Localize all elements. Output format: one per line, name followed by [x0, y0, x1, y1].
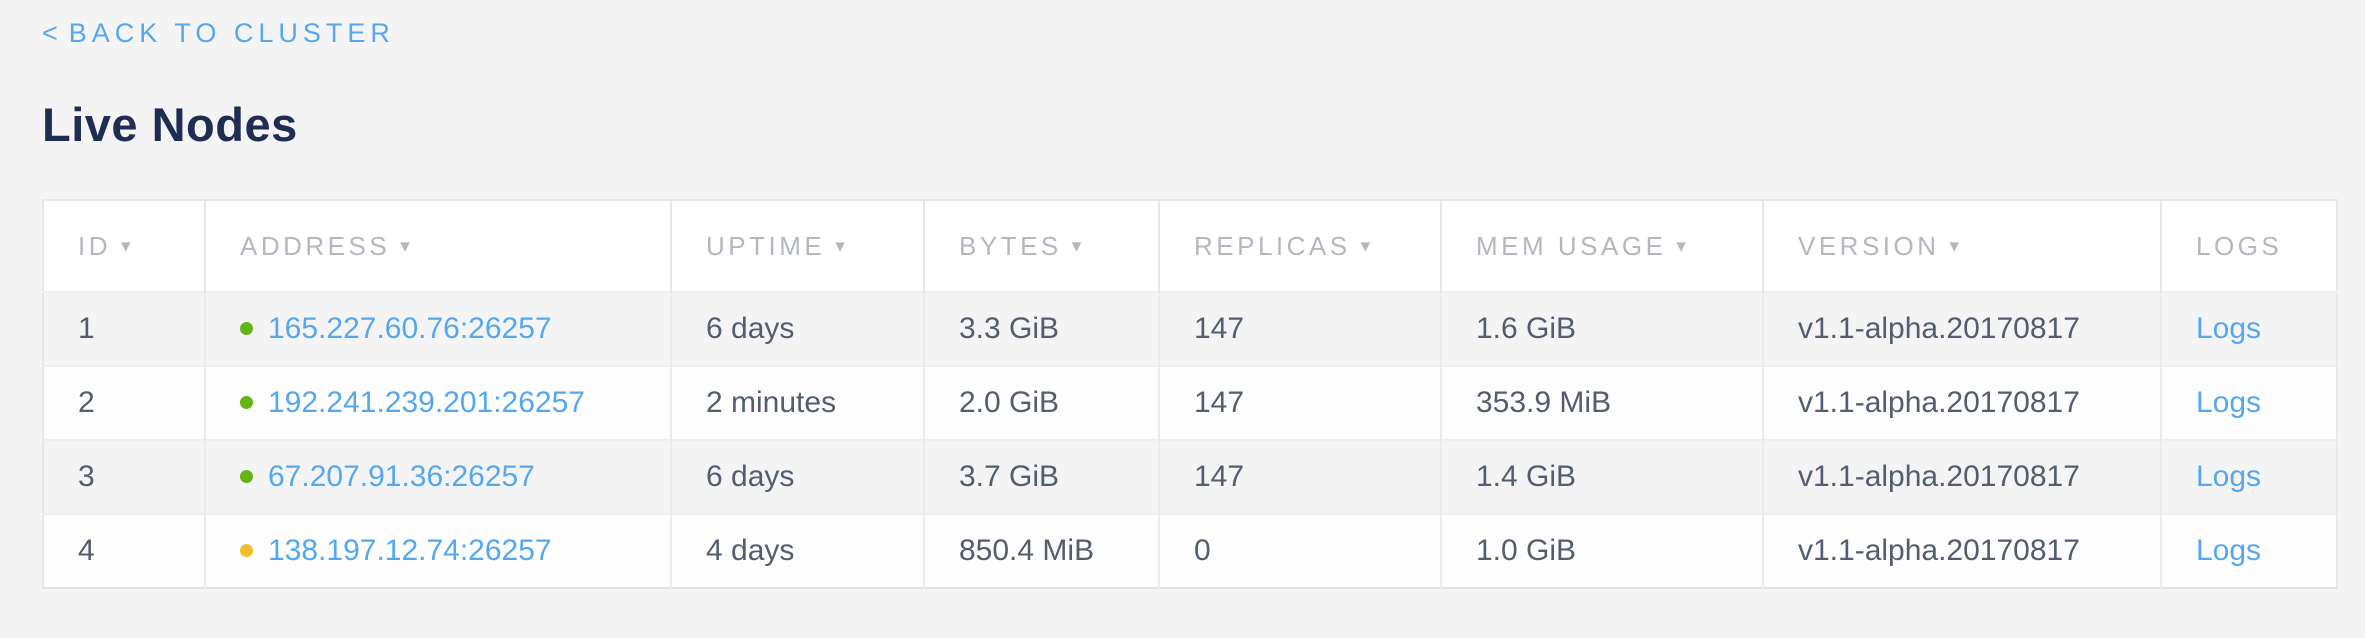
sort-arrow-icon: ▾ [400, 235, 410, 257]
table-row: 1 165.227.60.76:26257 6 days 3.3 GiB 147… [43, 292, 2337, 366]
version-cell: v1.1-alpha.20170817 [1763, 366, 2162, 440]
replicas-cell: 147 [1159, 292, 1442, 366]
page: < Back to Cluster Live Nodes ID ▾ Address ▾… [42, 19, 2338, 589]
table-row: 4 138.197.12.74:26257 4 days 850.4 MiB 0… [43, 514, 2337, 588]
back-link-label: Back to Cluster [68, 18, 395, 48]
logs-cell: Logs [2161, 514, 2337, 588]
node-id-cell: 3 [43, 440, 206, 514]
node-status-healthy-icon [240, 395, 253, 409]
node-address-link[interactable]: 67.207.91.36:26257 [268, 460, 535, 493]
node-address-cell: 67.207.91.36:26257 [205, 440, 672, 514]
column-header-label: Mem Usage [1476, 230, 1667, 261]
sort-arrow-icon: ▾ [1071, 235, 1082, 257]
sort-arrow-icon: ▾ [1676, 235, 1686, 257]
node-status-suspect-icon [240, 543, 253, 557]
version-cell: v1.1-alpha.20170817 [1763, 292, 2162, 366]
column-header-replicas[interactable]: Replicas ▾ [1159, 200, 1442, 292]
version-cell: v1.1-alpha.20170817 [1763, 514, 2162, 588]
column-header-label: Uptime [706, 230, 826, 261]
bytes-cell: 850.4 MiB [924, 514, 1160, 588]
table-row: 2 192.241.239.201:26257 2 minutes 2.0 Gi… [43, 366, 2337, 440]
table-header-row: ID ▾ Address ▾ Uptime ▾ Bytes ▾ Replicas ▾ Me… [43, 200, 2337, 292]
uptime-cell: 4 days [671, 514, 925, 588]
column-header-uptime[interactable]: Uptime ▾ [671, 200, 925, 292]
node-address-cell: 138.197.12.74:26257 [205, 514, 672, 588]
bytes-cell: 3.3 GiB [924, 292, 1160, 366]
node-status-healthy-icon [240, 321, 253, 335]
column-header-label: ID [78, 230, 111, 261]
live-nodes-table: ID ▾ Address ▾ Uptime ▾ Bytes ▾ Replicas ▾ Me… [42, 199, 2338, 589]
column-header-bytes[interactable]: Bytes ▾ [924, 200, 1160, 292]
sort-arrow-icon: ▾ [1360, 235, 1371, 257]
replicas-cell: 147 [1159, 440, 1442, 514]
mem-usage-cell: 1.0 GiB [1441, 514, 1764, 588]
sort-arrow-icon: ▾ [1949, 235, 1960, 257]
node-status-healthy-icon [240, 469, 253, 483]
sort-arrow-icon: ▾ [835, 235, 845, 257]
node-id-cell: 1 [43, 292, 206, 366]
bytes-cell: 3.7 GiB [924, 440, 1160, 514]
mem-usage-cell: 353.9 MiB [1441, 366, 1764, 440]
column-header-label: Bytes [959, 230, 1062, 261]
table-row: 3 67.207.91.36:26257 6 days 3.7 GiB 147 … [43, 440, 2337, 514]
node-address-cell: 165.227.60.76:26257 [205, 292, 672, 366]
column-header-label: Replicas [1194, 230, 1351, 261]
column-header-logs: Logs [2161, 200, 2337, 292]
mem-usage-cell: 1.6 GiB [1441, 292, 1764, 366]
node-address-link[interactable]: 165.227.60.76:26257 [268, 312, 552, 345]
mem-usage-cell: 1.4 GiB [1441, 440, 1764, 514]
logs-link[interactable]: Logs [2196, 386, 2262, 419]
node-address-cell: 192.241.239.201:26257 [205, 366, 672, 440]
logs-link[interactable]: Logs [2196, 312, 2262, 345]
logs-cell: Logs [2161, 292, 2337, 366]
node-address-link[interactable]: 192.241.239.201:26257 [268, 386, 585, 419]
uptime-cell: 2 minutes [671, 366, 925, 440]
uptime-cell: 6 days [671, 440, 925, 514]
node-id-cell: 2 [43, 366, 206, 440]
replicas-cell: 0 [1159, 514, 1442, 588]
column-header-address[interactable]: Address ▾ [205, 200, 672, 292]
page-title: Live Nodes [42, 98, 298, 151]
column-header-label: Address [240, 230, 391, 261]
logs-link[interactable]: Logs [2196, 460, 2262, 493]
logs-cell: Logs [2161, 366, 2337, 440]
column-header-label: Logs [2196, 230, 2283, 261]
column-header-label: Version [1798, 230, 1940, 261]
node-id-cell: 4 [43, 514, 206, 588]
bytes-cell: 2.0 GiB [924, 366, 1160, 440]
uptime-cell: 6 days [671, 292, 925, 366]
logs-cell: Logs [2161, 440, 2337, 514]
version-cell: v1.1-alpha.20170817 [1763, 440, 2162, 514]
replicas-cell: 147 [1159, 366, 1442, 440]
back-to-cluster-link[interactable]: < Back to Cluster [42, 19, 395, 47]
sort-arrow-icon: ▾ [121, 235, 131, 257]
node-address-link[interactable]: 138.197.12.74:26257 [268, 534, 552, 567]
column-header-id[interactable]: ID ▾ [43, 200, 206, 292]
back-chevron-icon: < [42, 18, 63, 48]
column-header-mem-usage[interactable]: Mem Usage ▾ [1441, 200, 1764, 292]
logs-link[interactable]: Logs [2196, 534, 2262, 567]
column-header-version[interactable]: Version ▾ [1763, 200, 2162, 292]
